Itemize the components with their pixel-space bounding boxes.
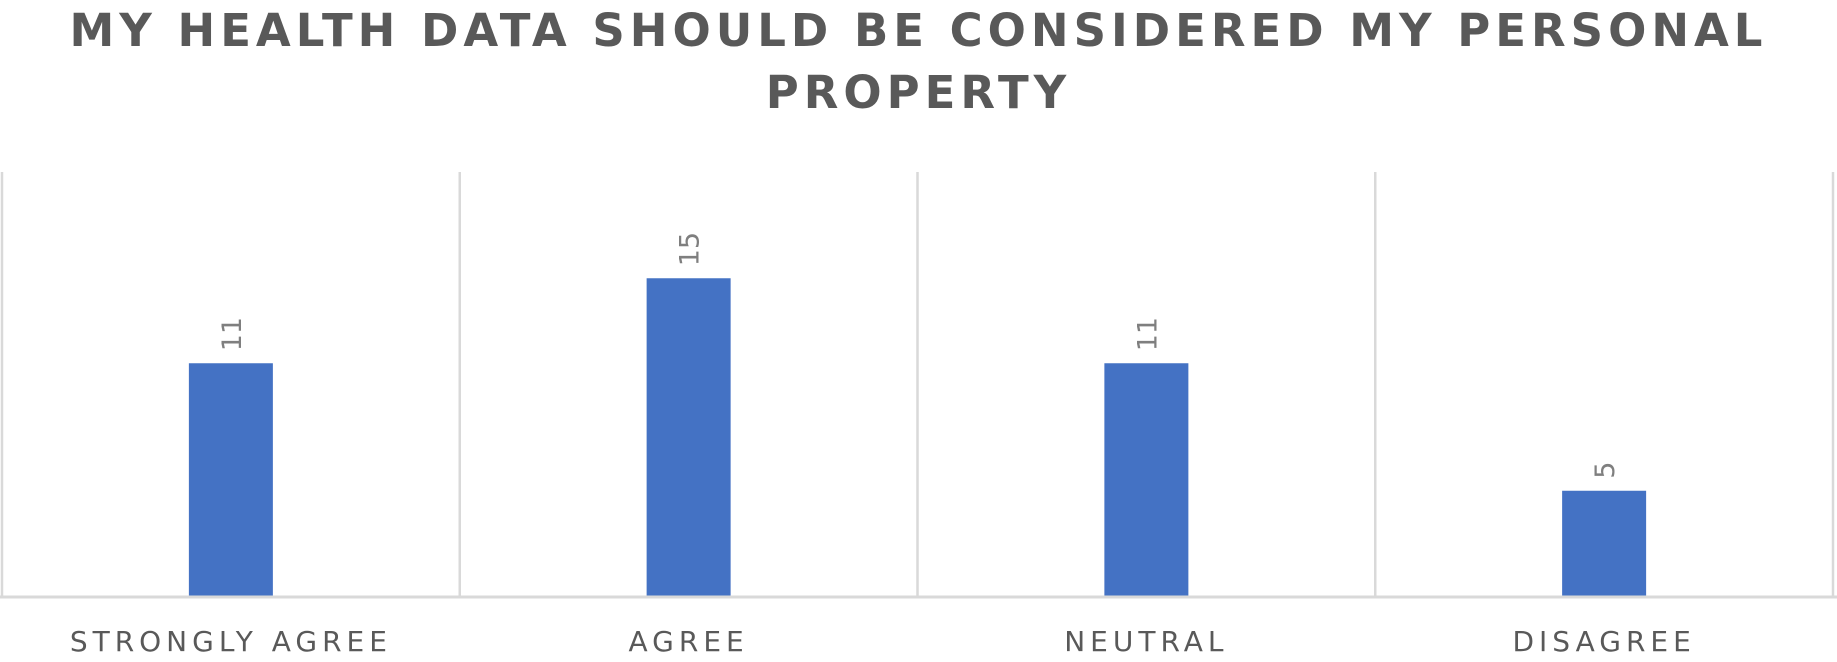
category-label: NEUTRAL [1064,625,1228,658]
gridlines [0,172,1835,597]
data-label: 5 [1590,462,1621,479]
data-labels: 11 15 11 5 [217,232,1621,479]
category-label: DISAGREE [1512,625,1695,658]
category-labels: STRONGLY AGREE AGREE NEUTRAL DISAGREE [70,625,1695,658]
data-label: 15 [675,232,706,266]
data-label: 11 [1132,317,1163,351]
data-label: 11 [217,317,248,351]
plot-area: 11 15 11 5 STRONGLY AGREE AGREE NEUTRAL DISAGR… [0,172,1837,658]
bar-strongly-agree [188,363,273,597]
bar-neutral [1104,363,1189,597]
bar-agree [646,278,731,597]
category-label: AGREE [629,625,749,658]
category-label: STRONGLY AGREE [70,625,392,658]
bar-disagree [1562,490,1647,597]
chart-title: MY HEALTH DATA SHOULD BE CONSIDERED MY P… [69,4,1768,119]
bars [188,278,1647,597]
